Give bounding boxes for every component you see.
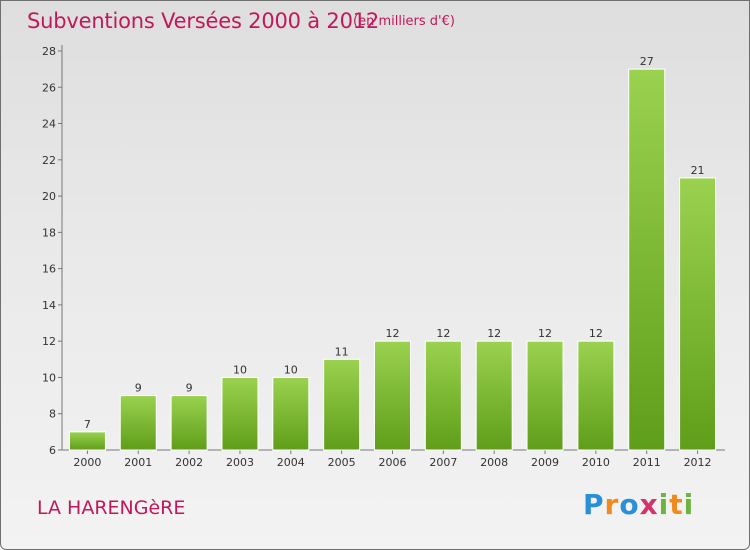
y-tick-label: 8 (49, 408, 56, 421)
bar-2010 (577, 340, 615, 451)
bar-2000 (68, 431, 106, 451)
logo-letter: i (683, 488, 695, 521)
unit-note: (en milliers d'€) (353, 14, 455, 29)
x-tick-label-2011: 2011 (633, 456, 661, 469)
bar-2003 (221, 376, 259, 451)
x-tick-label-2010: 2010 (582, 456, 610, 469)
logo-letter: x (639, 488, 659, 521)
data-label-2002: 9 (186, 382, 193, 395)
data-label-2008: 12 (487, 327, 501, 340)
logo-letter: o (619, 488, 640, 521)
x-tick-label-2001: 2001 (124, 456, 152, 469)
logo-letter: i (658, 488, 670, 521)
logo-letter: r (604, 488, 620, 521)
x-tick-label-2006: 2006 (379, 456, 407, 469)
data-label-2001: 9 (135, 382, 142, 395)
bar-2004 (272, 376, 310, 451)
bar-2009 (526, 340, 564, 451)
bar-2011 (628, 68, 666, 451)
y-tick-label: 14 (42, 299, 56, 312)
data-label-2007: 12 (436, 327, 450, 340)
y-tick-label: 12 (42, 335, 56, 348)
y-tick-label: 24 (42, 118, 56, 131)
x-tick-label-2009: 2009 (531, 456, 559, 469)
bar-2008 (475, 340, 513, 451)
data-label-2011: 27 (640, 55, 654, 68)
chart-title: Subventions Versées 2000 à 2012 (27, 9, 380, 33)
y-tick-label: 26 (42, 81, 56, 94)
bar-2012 (679, 177, 717, 451)
x-tick-label-2012: 2012 (684, 456, 712, 469)
y-tick-label: 16 (42, 263, 56, 276)
logo-letter: P (583, 488, 605, 521)
bar-2006 (374, 340, 411, 451)
y-tick-label: 18 (42, 226, 56, 239)
bar-2001 (119, 395, 157, 451)
data-label-2012: 21 (691, 164, 705, 177)
y-tick-label: 28 (42, 45, 56, 58)
data-label-2010: 12 (589, 327, 603, 340)
bar-2002 (170, 395, 208, 451)
data-label-2004: 10 (284, 363, 298, 376)
y-tick-label: 22 (42, 154, 56, 167)
commune-name: LA HARENGèRE (37, 497, 186, 519)
data-label-2006: 12 (386, 327, 400, 340)
bar-2005 (323, 358, 361, 451)
y-tick-label: 10 (42, 371, 56, 384)
bar-2007 (424, 340, 462, 451)
data-label-2009: 12 (538, 327, 552, 340)
x-tick-label-2000: 2000 (73, 456, 101, 469)
x-tick-label-2008: 2008 (480, 456, 508, 469)
x-tick-label-2002: 2002 (175, 456, 203, 469)
data-label-2003: 10 (233, 363, 247, 376)
data-label-2005: 11 (335, 345, 349, 358)
x-tick-label-2003: 2003 (226, 456, 254, 469)
logo-letter: t (669, 488, 684, 521)
x-tick-label-2005: 2005 (328, 456, 356, 469)
proxiti-logo[interactable]: Proxiti (583, 488, 694, 521)
y-tick-label: 20 (42, 190, 56, 203)
data-label-2000: 7 (84, 418, 91, 431)
x-tick-label-2007: 2007 (429, 456, 457, 469)
y-tick-label: 6 (49, 444, 56, 457)
x-tick-label-2004: 2004 (277, 456, 305, 469)
